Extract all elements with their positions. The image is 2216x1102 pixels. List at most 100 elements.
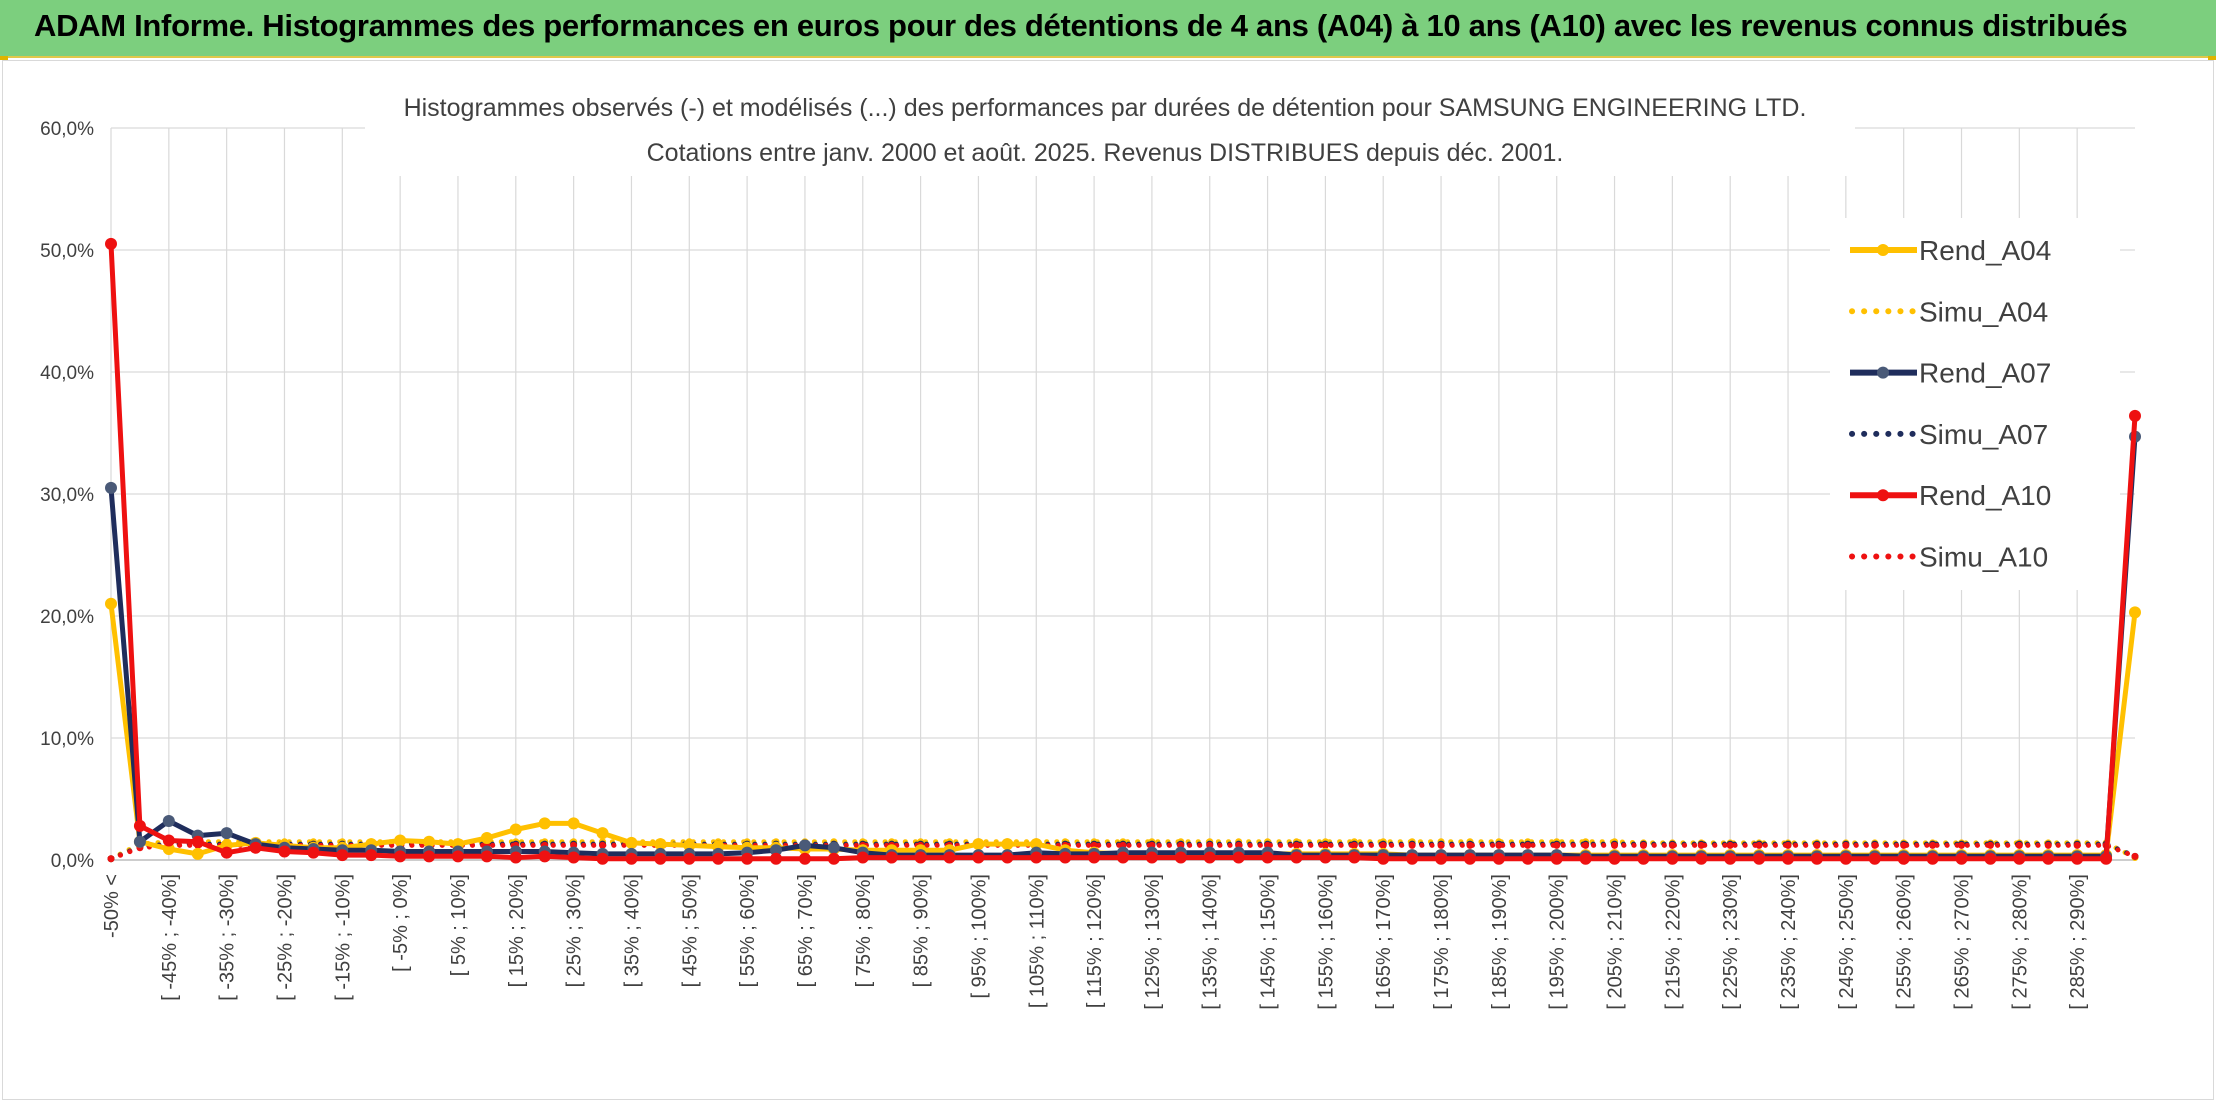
legend-label-rend-a10: Rend_A10 [1919, 480, 2051, 511]
point-rend-a10 [1232, 851, 1245, 864]
point-simu-a10 [1958, 841, 1966, 849]
axes: 0,0% 10,0% 20,0% 30,0% 40,0% 50,0% 60,0% -50% <… [40, 119, 2135, 1010]
point-simu-a10 [1784, 841, 1792, 849]
x-category-label: [ 245% ; 250%] [1836, 874, 1858, 1010]
y-tick-label: 30,0% [40, 485, 94, 506]
point-simu-a10 [1350, 841, 1358, 849]
point-rend-a10 [2071, 852, 2084, 865]
point-rend-a04 [105, 597, 117, 610]
report-banner: ADAM Informe. Histogrammes des performan… [0, 0, 2216, 58]
point-rend-a10 [1377, 852, 1390, 865]
point-rend-a10 [423, 850, 436, 863]
x-category-label: [ 95% ; 100%] [968, 874, 990, 999]
point-rend-a10 [1492, 852, 1505, 865]
point-rend-a10 [1261, 851, 1274, 864]
point-rend-a10 [336, 849, 349, 862]
point-rend-a10 [1695, 852, 1708, 865]
point-simu-a10 [1553, 841, 1561, 849]
point-rend-a10 [278, 845, 291, 858]
legend-label-simu-a10: Simu_A10 [1919, 542, 2048, 573]
x-category-label: [ 185% ; 190%] [1489, 874, 1511, 1010]
y-tick-label: 20,0% [40, 607, 94, 628]
point-rend-a10 [567, 851, 580, 864]
point-simu-a10 [1929, 841, 1937, 849]
x-category-label: [ 255% ; 260%] [1894, 874, 1916, 1010]
point-rend-a10 [770, 852, 783, 865]
point-simu-a10 [1408, 841, 1416, 849]
point-rend-a04 [509, 823, 522, 836]
point-simu-a10 [107, 855, 115, 863]
point-rend-a10 [1348, 851, 1361, 864]
point-rend-a10 [1319, 851, 1332, 864]
point-simu-a10 [1755, 841, 1763, 849]
legend-label-simu-a07: Simu_A07 [1919, 419, 2048, 450]
point-simu-a10 [1582, 841, 1590, 849]
banner-corner-left [0, 56, 8, 60]
x-category-label: [ 235% ; 240%] [1778, 874, 1800, 1010]
x-category-label: [ 125% ; 130%] [1142, 874, 1164, 1010]
x-category-label: [ -45% ; -40%] [159, 874, 181, 1001]
point-simu-a10 [1986, 841, 1994, 849]
point-simu-a10 [2131, 852, 2139, 860]
x-category-label: [ 5% ; 10%] [448, 874, 470, 976]
x-category-label: [ 35% ; 40%] [621, 874, 643, 987]
x-category-label: [ 45% ; 50%] [679, 874, 701, 987]
x-category-label: [ 195% ; 200%] [1547, 874, 1569, 1010]
point-rend-a10 [914, 851, 927, 864]
x-category-label: [ -15% ; -10%] [332, 874, 354, 1001]
x-category-label: [ 275% ; 280%] [2009, 874, 2031, 1010]
x-category-label: [ -35% ; -30%] [217, 874, 239, 1001]
point-rend-a10 [1984, 852, 1997, 865]
point-rend-a10 [654, 852, 667, 865]
point-rend-a07 [133, 835, 146, 848]
x-category-label: [ 75% ; 80%] [853, 874, 875, 987]
x-category-label: [ 225% ; 230%] [1720, 874, 1742, 1010]
point-simu-a10 [1639, 841, 1647, 849]
point-rend-a07 [770, 844, 783, 857]
point-rend-a04 [1001, 838, 1014, 851]
point-simu-a10 [1697, 841, 1705, 849]
point-rend-a10 [1088, 851, 1101, 864]
point-rend-a10 [1117, 851, 1129, 864]
point-rend-a04 [654, 838, 667, 851]
series-line-rend-a04 [108, 603, 2138, 858]
point-rend-a10 [798, 852, 811, 865]
chart-title-group: Histogrammes observés (-) et modélisés (… [365, 84, 1855, 176]
x-category-label: [ 215% ; 220%] [1662, 874, 1684, 1010]
point-rend-a04 [538, 817, 551, 830]
point-rend-a10 [1550, 852, 1563, 865]
point-simu-a10 [1842, 841, 1850, 849]
point-simu-a10 [2015, 841, 2023, 849]
point-rend-a04 [423, 835, 436, 848]
point-rend-a10 [2013, 852, 2026, 865]
point-rend-a10 [1897, 852, 1910, 865]
x-category-label: [ 85% ; 90%] [911, 874, 933, 987]
point-rend-a10 [394, 850, 407, 863]
point-rend-a10 [220, 846, 233, 859]
legend: Rend_A04 Simu_A04 Rend_A07 Simu_A07 Rend_A10… [1830, 218, 2120, 590]
point-rend-a04 [596, 827, 609, 840]
point-rend-a10 [1637, 852, 1650, 865]
point-rend-a10 [2100, 852, 2113, 865]
point-simu-a10 [1292, 841, 1300, 849]
point-simu-a10 [1726, 841, 1734, 849]
point-rend-a10 [191, 835, 204, 848]
legend-label-simu-a04: Simu_A04 [1919, 296, 2048, 327]
y-tick-label: 60,0% [40, 119, 94, 140]
chart-subtitle: Cotations entre janv. 2000 et août. 2025… [647, 139, 1564, 167]
series-line-simu-a10 [108, 842, 2138, 862]
point-rend-a10 [885, 851, 898, 864]
x-category-label: [ 145% ; 150%] [1258, 874, 1280, 1010]
point-rend-a10 [1406, 852, 1419, 865]
point-simu-a10 [1668, 841, 1676, 849]
point-rend-a07 [827, 841, 840, 854]
point-rend-a10 [1724, 852, 1737, 865]
point-rend-a10 [1145, 851, 1158, 864]
chart-title: Histogrammes observés (-) et modélisés (… [404, 94, 1807, 122]
point-rend-a10 [133, 819, 146, 832]
point-rend-a10 [480, 850, 493, 863]
legend-label-rend-a07: Rend_A07 [1919, 358, 2051, 389]
y-tick-label: 10,0% [40, 729, 94, 750]
point-rend-a10 [1782, 852, 1795, 865]
legend-label-rend-a04: Rend_A04 [1919, 235, 2051, 266]
